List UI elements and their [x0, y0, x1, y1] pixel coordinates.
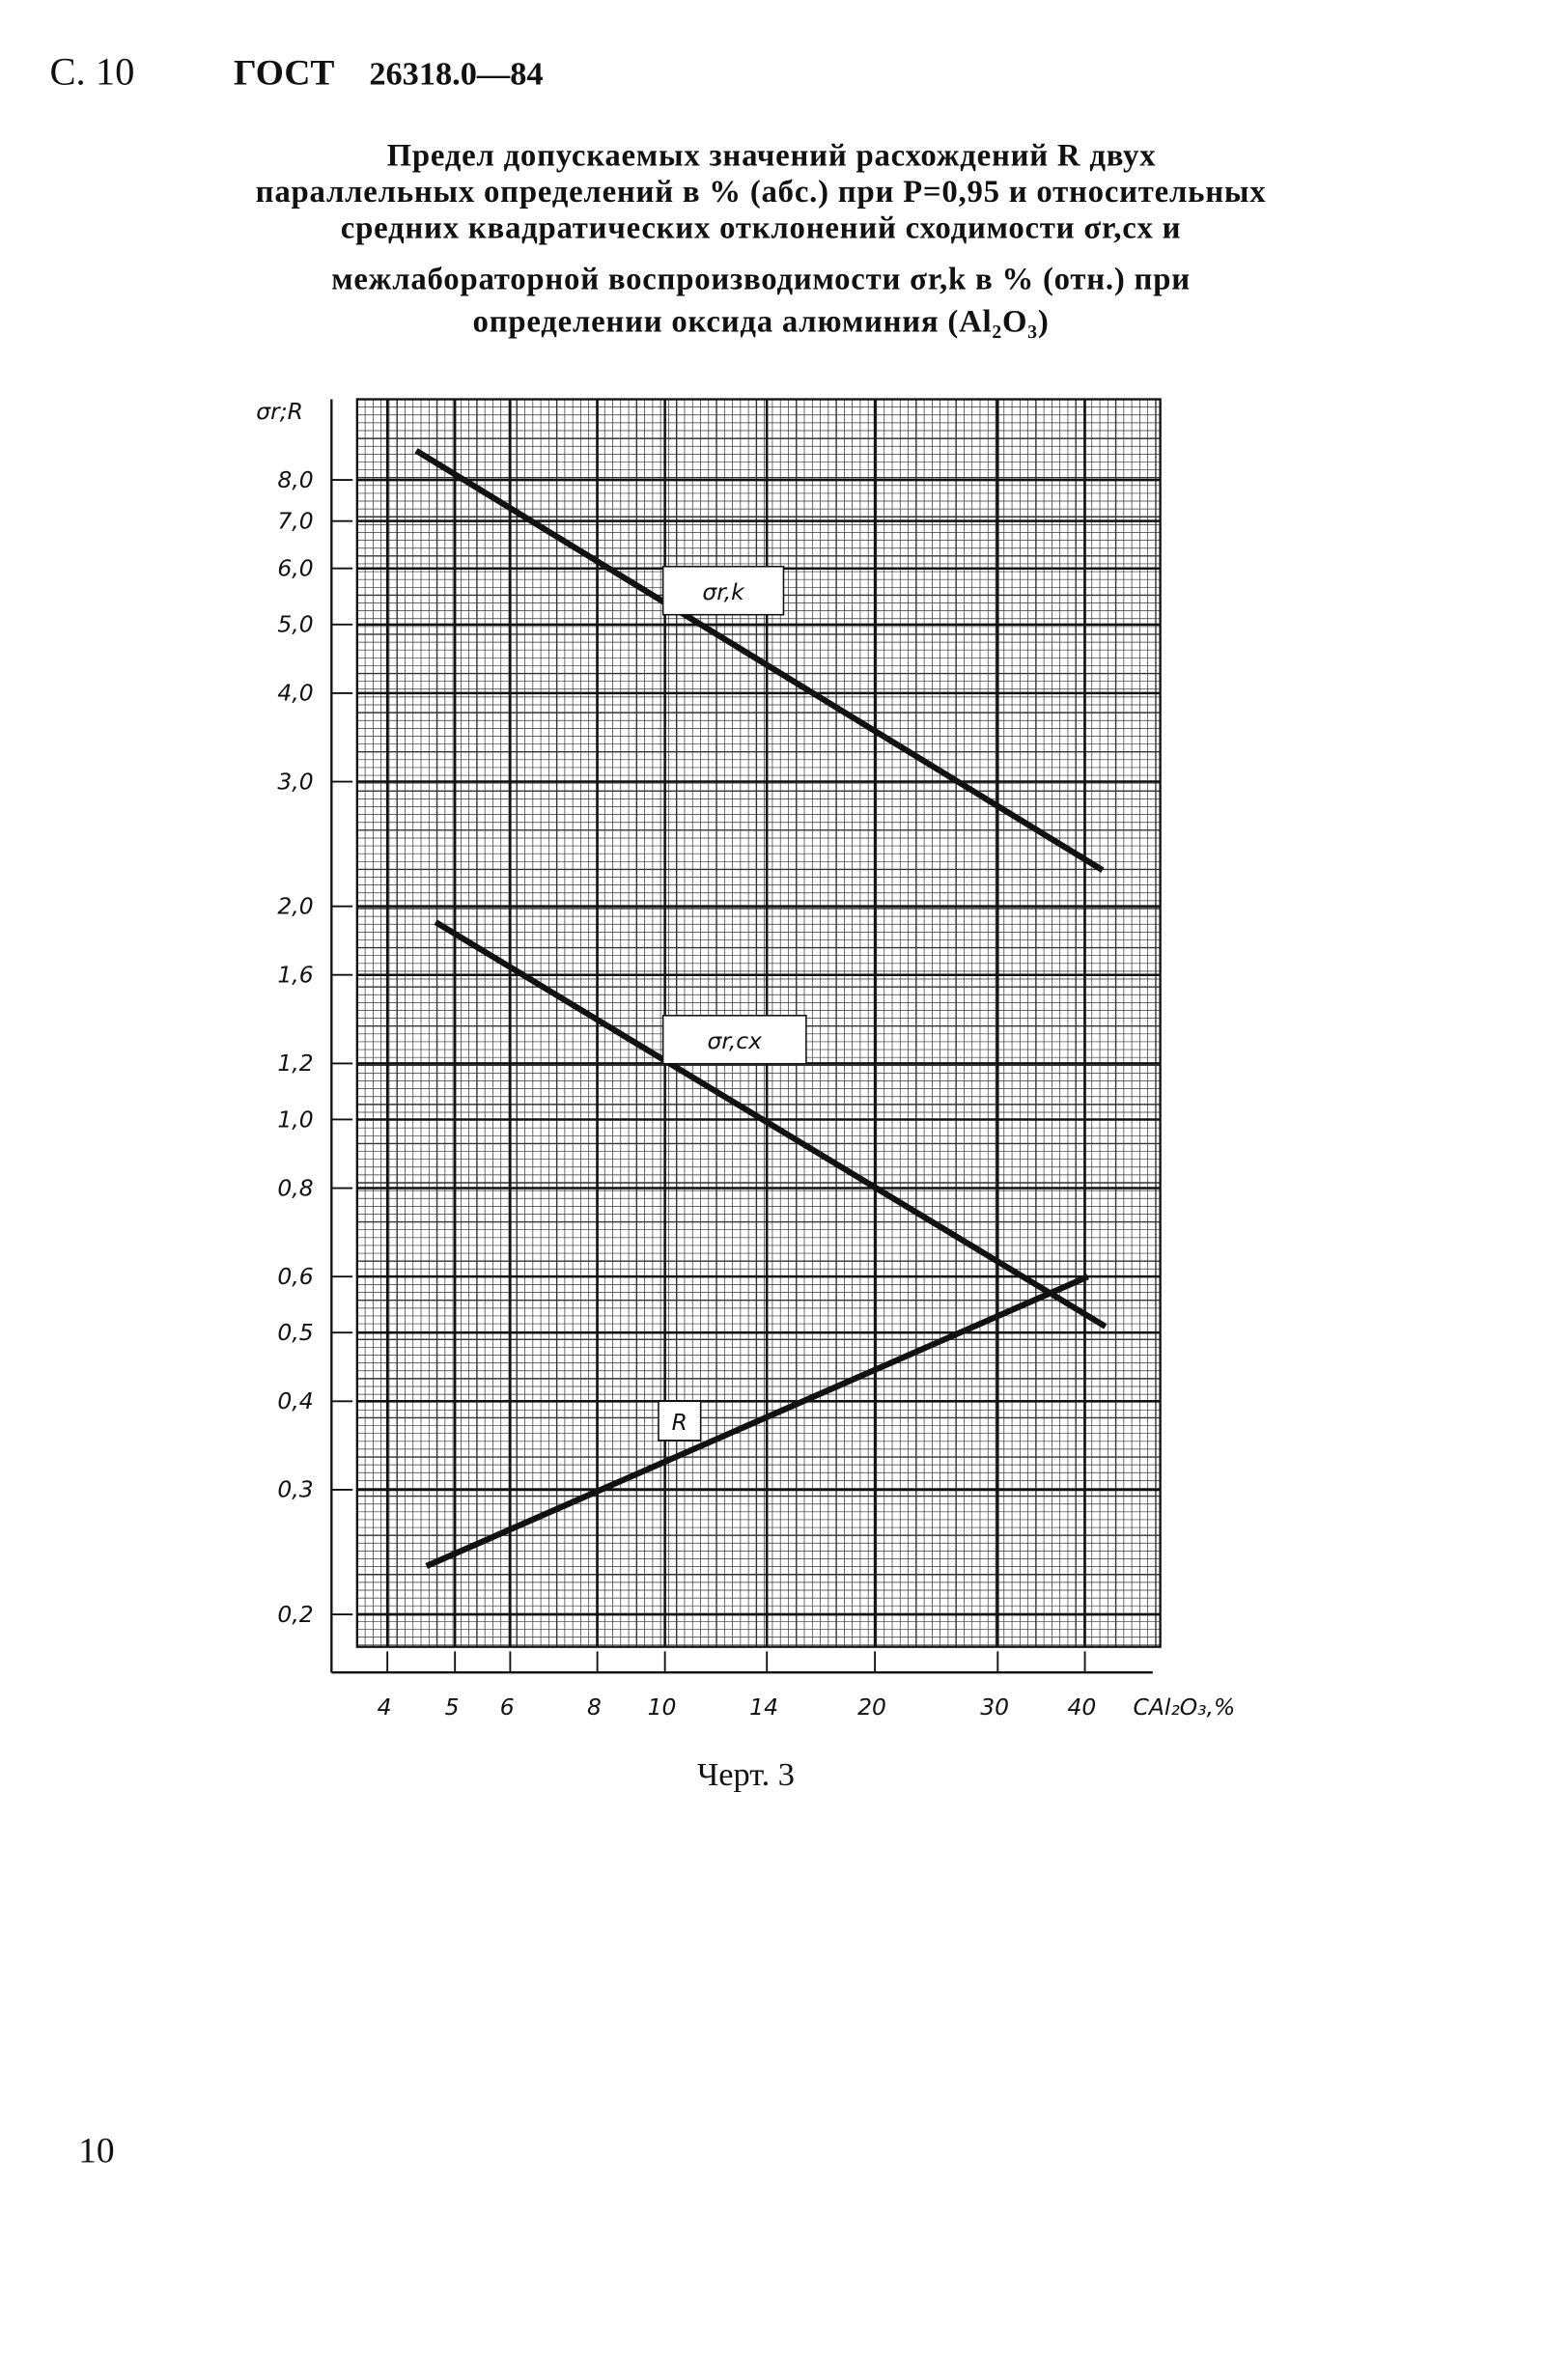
x-axis-label: CAl₂O₃,% [1134, 1694, 1236, 1721]
x-tick-label: 14 [749, 1694, 778, 1721]
standard: ГОСТ [234, 53, 334, 93]
page-ref: С. 10 [50, 49, 135, 93]
y-tick-label: 0,6 [277, 1263, 313, 1290]
y-axis-label: σr;R [256, 398, 303, 425]
series-label-box [658, 1400, 702, 1442]
y-tick-label: 1,6 [277, 962, 313, 989]
y-tick-label: 4,0 [277, 680, 313, 707]
x-tick-label: 5 [445, 1694, 460, 1721]
y-tick-label: 7,0 [277, 507, 313, 534]
series-line [414, 448, 1105, 873]
x-tick-label: 30 [980, 1694, 1009, 1721]
x-tick-label: 20 [857, 1694, 886, 1721]
caption: Черт. 3 [697, 1756, 795, 1793]
y-tick-label: 0,2 [277, 1601, 313, 1628]
series-label: σr,cx [708, 1027, 764, 1054]
title-line: параллельных определений в % (абс.) при … [256, 175, 1267, 210]
y-tick-label: 1,2 [277, 1050, 313, 1077]
x-tick-label: 40 [1068, 1694, 1097, 1721]
standard-number: 26318.0—84 [369, 55, 543, 92]
y-tick-label: 3,0 [277, 768, 313, 795]
x-tick-label: 8 [587, 1694, 602, 1721]
x-tick-label: 10 [648, 1694, 677, 1721]
y-tick-label: 0,8 [277, 1174, 313, 1201]
page-number: 10 [78, 2131, 114, 2170]
y-tick-label: 6,0 [277, 555, 313, 582]
y-tick-label: 0,5 [277, 1319, 313, 1346]
y-tick-label: 1,0 [277, 1106, 313, 1133]
plot: 0,2 0,3 0,4 0,5 0,6 0,8 1,0 1,2 1,6 2,0 3,0 4,0 5,0 6… [277, 398, 1162, 1721]
title-line: Предел допускаемых значений расхождений … [387, 139, 1157, 174]
x-tick-label: 6 [500, 1694, 515, 1721]
series-label: σr,k [702, 578, 745, 605]
y-tick-label: 0,3 [277, 1476, 313, 1503]
series-line [425, 1274, 1089, 1569]
series-line [434, 919, 1108, 1330]
grid-frame [355, 398, 1162, 1648]
x-tick-label: 4 [378, 1694, 392, 1721]
title-line: определении оксида алюминия (Al₂O₃) [473, 304, 1050, 339]
y-tick-label: 8,0 [277, 466, 313, 493]
series-label-box [661, 1015, 807, 1065]
y-tick-label: 5,0 [277, 611, 313, 638]
title-line: межлабораторной воспроизводимости σr,k в… [331, 263, 1191, 297]
series-label: R [672, 1409, 687, 1436]
y-tick-label: 2,0 [277, 892, 313, 919]
title-line: средних квадратических отклонений сходим… [341, 211, 1182, 246]
series-label-box [661, 565, 785, 616]
y-tick-label: 0,4 [277, 1387, 313, 1414]
